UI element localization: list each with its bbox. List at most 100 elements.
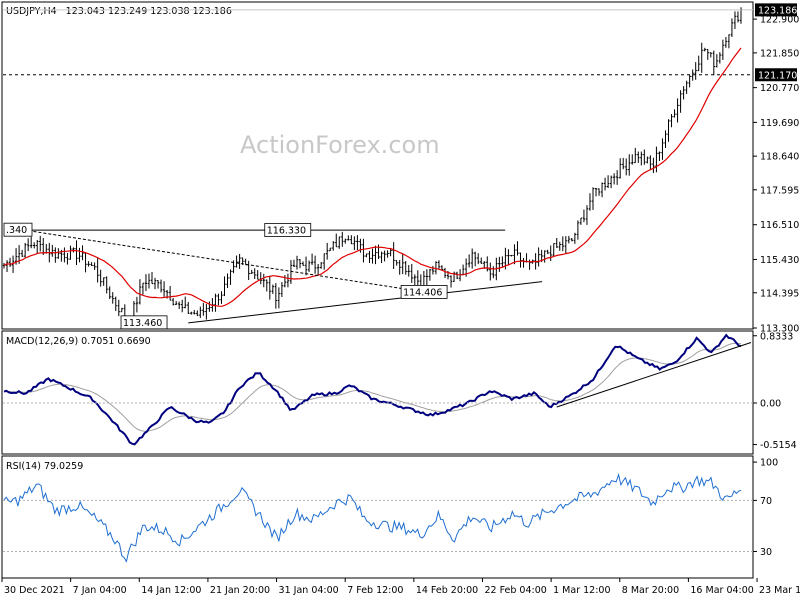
price-candle — [682, 86, 685, 100]
price-candle — [277, 287, 281, 309]
price-candle — [498, 256, 501, 272]
price-candle — [507, 249, 510, 265]
price-candle — [576, 220, 580, 240]
price-candle — [410, 263, 413, 283]
price-candle — [473, 251, 477, 267]
x-axis-label: 14 Feb 20:00 — [416, 585, 478, 596]
price-axis-label: 120.770 — [760, 83, 799, 94]
price-candle — [253, 268, 256, 279]
price-candle — [727, 34, 731, 49]
price-candle — [238, 253, 241, 269]
price-candle — [156, 280, 160, 289]
price-candle — [673, 109, 676, 118]
price-candle — [609, 175, 613, 189]
price-candle — [434, 261, 438, 275]
price-candle — [214, 293, 217, 312]
dashed-level-label-bg — [755, 68, 797, 82]
price-candle — [634, 147, 637, 164]
price-candle — [516, 241, 519, 256]
support-line — [188, 281, 543, 324]
price-candle — [407, 264, 410, 277]
price-candle — [316, 263, 320, 276]
price-candle — [310, 253, 314, 265]
price-candle — [389, 248, 392, 257]
price-candle — [386, 250, 389, 258]
price-candle — [640, 151, 643, 166]
price-candle — [631, 154, 634, 165]
price-candle — [486, 256, 489, 272]
price-candle — [718, 52, 722, 64]
current-price-label: 123.186 — [755, 3, 797, 16]
price-candle — [615, 170, 619, 185]
price-candle — [81, 245, 84, 261]
price-candle — [184, 296, 187, 309]
price-candle — [501, 256, 504, 268]
price-candle — [455, 271, 459, 280]
price-candle — [697, 55, 700, 72]
price-candle — [102, 277, 105, 286]
price-candle — [625, 158, 628, 176]
price-candle — [20, 249, 24, 257]
price-candle — [223, 276, 226, 297]
price-candle — [114, 296, 117, 312]
price-candle — [570, 237, 574, 242]
price-candle — [307, 260, 311, 272]
price-candle — [398, 259, 401, 275]
price-candle — [443, 267, 447, 278]
price-candle — [159, 279, 163, 293]
x-axis-label: 23 Mar 12:00 — [759, 585, 800, 596]
price-candle — [262, 273, 265, 288]
price-candle — [162, 281, 166, 297]
price-candle — [329, 247, 332, 252]
macd-axis-label: 0.00 — [760, 398, 781, 409]
rsi-axis-label: 70 — [760, 496, 772, 507]
price-candle — [392, 242, 395, 270]
price-axis-label: 122.900 — [760, 15, 799, 26]
price-candle — [413, 274, 416, 286]
price-candle — [96, 258, 99, 283]
price-candle — [555, 237, 558, 249]
price-candle — [567, 235, 571, 244]
price-candle — [202, 302, 205, 316]
x-axis-label: 14 Jan 12:00 — [141, 585, 201, 596]
price-candle — [679, 90, 682, 113]
price-candle — [489, 262, 492, 281]
price-candle — [700, 42, 703, 73]
price-candle — [736, 11, 740, 23]
rsi-axis-label: 100 — [760, 458, 778, 469]
macd-panel-frame — [1, 330, 754, 455]
price-candle — [268, 275, 272, 300]
price-candle — [5, 260, 9, 272]
x-axis-label: 16 Mar 04:00 — [690, 585, 753, 596]
price-candle — [362, 238, 365, 263]
macd-signal-line — [3, 342, 742, 432]
price-axis-label: 113.300 — [760, 324, 799, 335]
price-candle — [703, 47, 706, 52]
price-candle — [721, 39, 725, 60]
price-candle — [622, 157, 625, 170]
current-price-label-text: 123.186 — [758, 5, 797, 16]
price-title: USDJPY,H4 123.043 123.249 123.038 123.18… — [6, 6, 232, 17]
price-candle — [401, 254, 404, 275]
price-candle — [177, 301, 181, 310]
price-candle — [579, 217, 583, 225]
price-annotation: 116.330 — [264, 223, 312, 237]
price-candle — [591, 187, 595, 210]
price-candle — [685, 80, 688, 94]
price-candle — [256, 270, 259, 280]
price-candle — [220, 291, 223, 304]
price-candle — [319, 262, 323, 269]
macd-axis-label: -0.5154 — [760, 440, 797, 451]
price-candle — [467, 254, 471, 268]
price-candle — [138, 279, 142, 305]
price-candle — [383, 250, 386, 262]
macd-axis-label: 0.8333 — [760, 331, 793, 342]
price-candle — [676, 98, 679, 123]
price-candle — [449, 275, 453, 288]
rsi-chart-layer — [3, 472, 753, 563]
price-candle — [371, 248, 374, 264]
price-candle — [344, 238, 347, 244]
price-candle — [75, 240, 78, 266]
price-candle — [304, 256, 308, 276]
